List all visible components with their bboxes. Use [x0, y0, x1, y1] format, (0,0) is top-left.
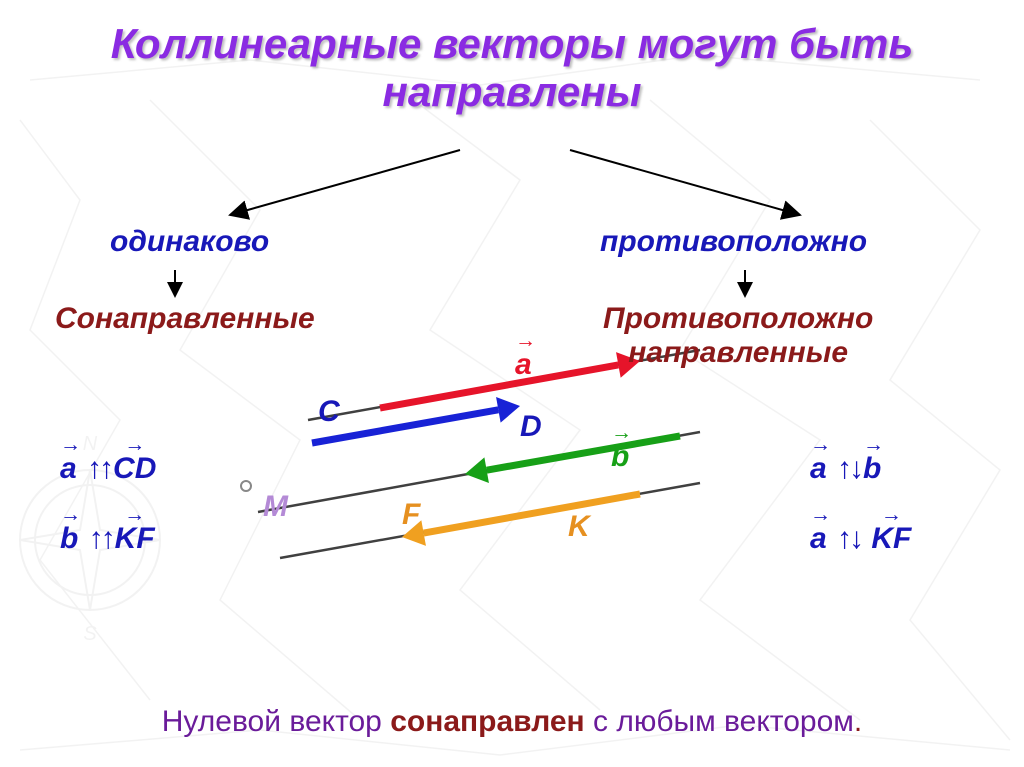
updown-symbol: ↑↓	[835, 522, 863, 555]
expr-a-updown-b: a ↑↓b	[810, 452, 881, 486]
note-period: .	[854, 705, 862, 738]
upup-symbol: ↑↑	[85, 452, 113, 485]
vec-kf-symbol: KF	[871, 522, 911, 556]
point-f-label: F	[402, 498, 420, 532]
updown-symbol: ↑↓	[835, 452, 863, 485]
vec-cd-symbol: CD	[113, 452, 156, 486]
vec-a-symbol: a	[810, 522, 827, 556]
vec-a-symbol: a	[810, 452, 827, 486]
subtitle-opposite: противоположно	[600, 225, 867, 259]
bottom-note: Нулевой вектор сонаправлен с любым векто…	[0, 705, 1024, 739]
vector-b-label: b	[611, 440, 629, 474]
expr-b-upup-kf: b ↑↑KF	[60, 522, 155, 556]
point-c-label: C	[318, 395, 340, 429]
expr-a-upup-cd: a ↑↑CD	[60, 452, 156, 486]
point-k-label: K	[568, 510, 590, 544]
vec-b-symbol: b	[863, 452, 881, 486]
expr-a-updown-kf: a ↑↓ KF	[810, 522, 911, 556]
heading-oppositely-directed: Противоположно направленные	[603, 302, 873, 370]
vec-a-symbol: a	[60, 452, 77, 486]
vector-a-label: a	[515, 348, 532, 382]
upup-symbol: ↑↑	[87, 522, 115, 555]
vec-b-symbol: b	[60, 522, 78, 556]
subtitle-same: одинаково	[110, 225, 269, 259]
zero-vector-point	[240, 480, 252, 492]
note-suffix: с любым вектором	[585, 705, 854, 738]
arrow-layer	[0, 0, 1024, 767]
note-prefix: Нулевой вектор	[162, 705, 390, 738]
vec-kf-symbol: KF	[115, 522, 155, 556]
point-d-label: D	[520, 410, 542, 444]
heading-codirectional: Сонаправленные	[55, 302, 315, 336]
point-m-label: M	[263, 490, 288, 524]
note-emphasis: сонаправлен	[390, 705, 584, 738]
slide-root: N S Коллинеарные векторы могут быть напр…	[0, 0, 1024, 767]
